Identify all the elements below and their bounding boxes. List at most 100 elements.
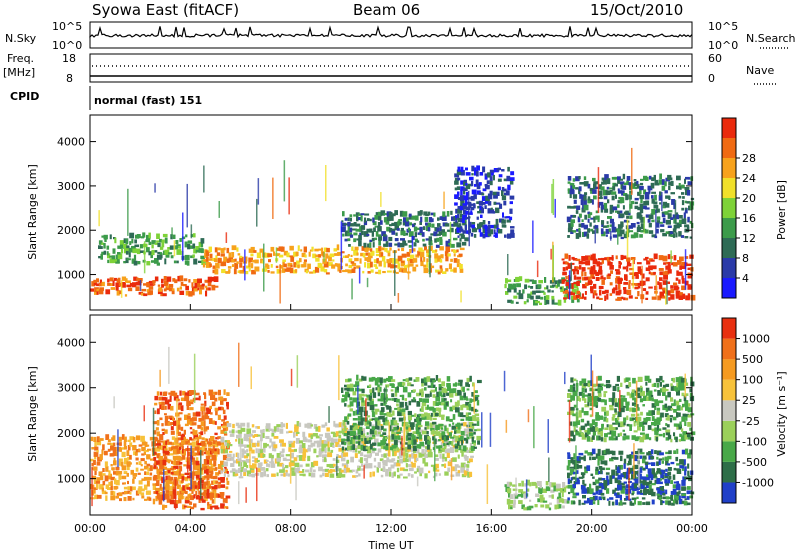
velocity-cell: [407, 473, 411, 477]
velocity-cell: [376, 426, 380, 430]
velocity-cell: [407, 444, 411, 450]
velocity-cell: [556, 498, 560, 504]
velocity-cell: [468, 432, 474, 437]
velocity-cell: [421, 402, 427, 407]
velocity-cell: [180, 405, 184, 412]
velocity-cell: [374, 381, 379, 386]
velocity-cell: [372, 442, 376, 446]
velocity-cell: [633, 464, 639, 470]
power-cell: [350, 254, 353, 257]
velocity-cell: [257, 441, 260, 447]
velocity-cell: [229, 433, 235, 437]
velocity-cell: [223, 415, 227, 420]
velocity-cell: [172, 489, 177, 495]
velocity-cell: [614, 402, 619, 407]
velocity-cell: [451, 441, 454, 447]
velocity-cell: [396, 459, 401, 463]
velocity-cell: [167, 475, 171, 480]
velocity-cell: [180, 397, 186, 401]
power-cell: [608, 187, 614, 190]
velocity-cell: [195, 446, 200, 451]
power-cell: [413, 226, 418, 232]
velocity-cell: [626, 467, 629, 474]
power-cell: [473, 228, 478, 233]
power-cell: [535, 300, 540, 304]
power-cell: [570, 295, 575, 300]
velocity-cell: [329, 469, 333, 472]
velocity-cell: [135, 462, 139, 465]
power-cell: [551, 284, 556, 287]
power-cell: [540, 290, 545, 293]
power-cell: [205, 287, 211, 291]
power-cell: [377, 211, 383, 217]
power-cell: [370, 269, 374, 273]
velocity-cell: [188, 457, 191, 462]
velocity-cell: [655, 430, 659, 436]
power-cell: [457, 166, 461, 172]
velocity-cell: [198, 484, 201, 490]
power-cell: [415, 264, 419, 267]
velocity-cell: [564, 499, 569, 504]
velocity-cell: [441, 427, 444, 430]
velocity-cell: [535, 482, 538, 489]
power-cell: [617, 178, 621, 184]
power-cell: [177, 275, 181, 282]
velocity-cell: [611, 401, 615, 406]
velocity-cell: [319, 474, 323, 478]
velocity-cell: [375, 420, 379, 427]
power-cell: [587, 279, 593, 286]
velocity-cell: [164, 456, 168, 460]
power-cell: [679, 292, 683, 296]
power-cell: [616, 204, 620, 208]
power-cell: [256, 252, 262, 259]
velocity-cell: [570, 477, 573, 481]
velocity-cell: [235, 422, 240, 427]
velocity-cell: [346, 467, 350, 473]
power-cell: [601, 181, 604, 185]
velocity-cell: [338, 430, 342, 434]
velocity-cell: [521, 491, 526, 494]
velocity-cell: [187, 494, 191, 498]
velocity-cell: [332, 432, 338, 438]
power-cell: [179, 286, 182, 290]
velocity-cell: [637, 501, 642, 506]
velocity-cell: [569, 386, 573, 393]
velocity-cell: [598, 483, 604, 487]
velocity-cell: [135, 467, 139, 472]
velocity-cell: [189, 501, 193, 505]
power-cell: [667, 290, 671, 296]
power-cell: [98, 289, 104, 295]
velocity-cell: [167, 422, 172, 426]
velocity-cell: [423, 377, 428, 383]
velocity-cell: [203, 392, 206, 395]
power-cell: [439, 216, 444, 220]
velocity-cell: [662, 500, 665, 504]
power-cell: [544, 277, 547, 283]
velocity-cell: [684, 498, 687, 501]
power-cell: [497, 178, 502, 182]
velocity-cell: [589, 423, 593, 428]
power-cell: [342, 233, 345, 237]
power-cell: [319, 263, 323, 268]
velocity-cell: [657, 390, 661, 396]
velocity-cell: [595, 405, 598, 408]
velocity-cell: [270, 463, 276, 468]
velocity-cell: [176, 471, 181, 476]
velocity-cell: [380, 429, 383, 432]
velocity-cell: [673, 409, 677, 413]
velocity-cell: [672, 499, 678, 504]
velocity-cell: [338, 455, 343, 458]
velocity-cell: [347, 393, 351, 398]
velocity-cell: [637, 486, 640, 490]
velocity-cell: [512, 503, 516, 508]
velocity-cell: [597, 397, 602, 402]
power-cell: [244, 256, 248, 262]
velocity-cell: [277, 460, 280, 467]
power-cell: [217, 247, 221, 251]
velocity-cell: [446, 442, 449, 446]
power-cell: [640, 178, 644, 181]
power-cell: [220, 261, 224, 267]
velocity-streak: [168, 346, 170, 384]
velocity-cell: [346, 435, 350, 442]
power-cell: [684, 187, 690, 191]
